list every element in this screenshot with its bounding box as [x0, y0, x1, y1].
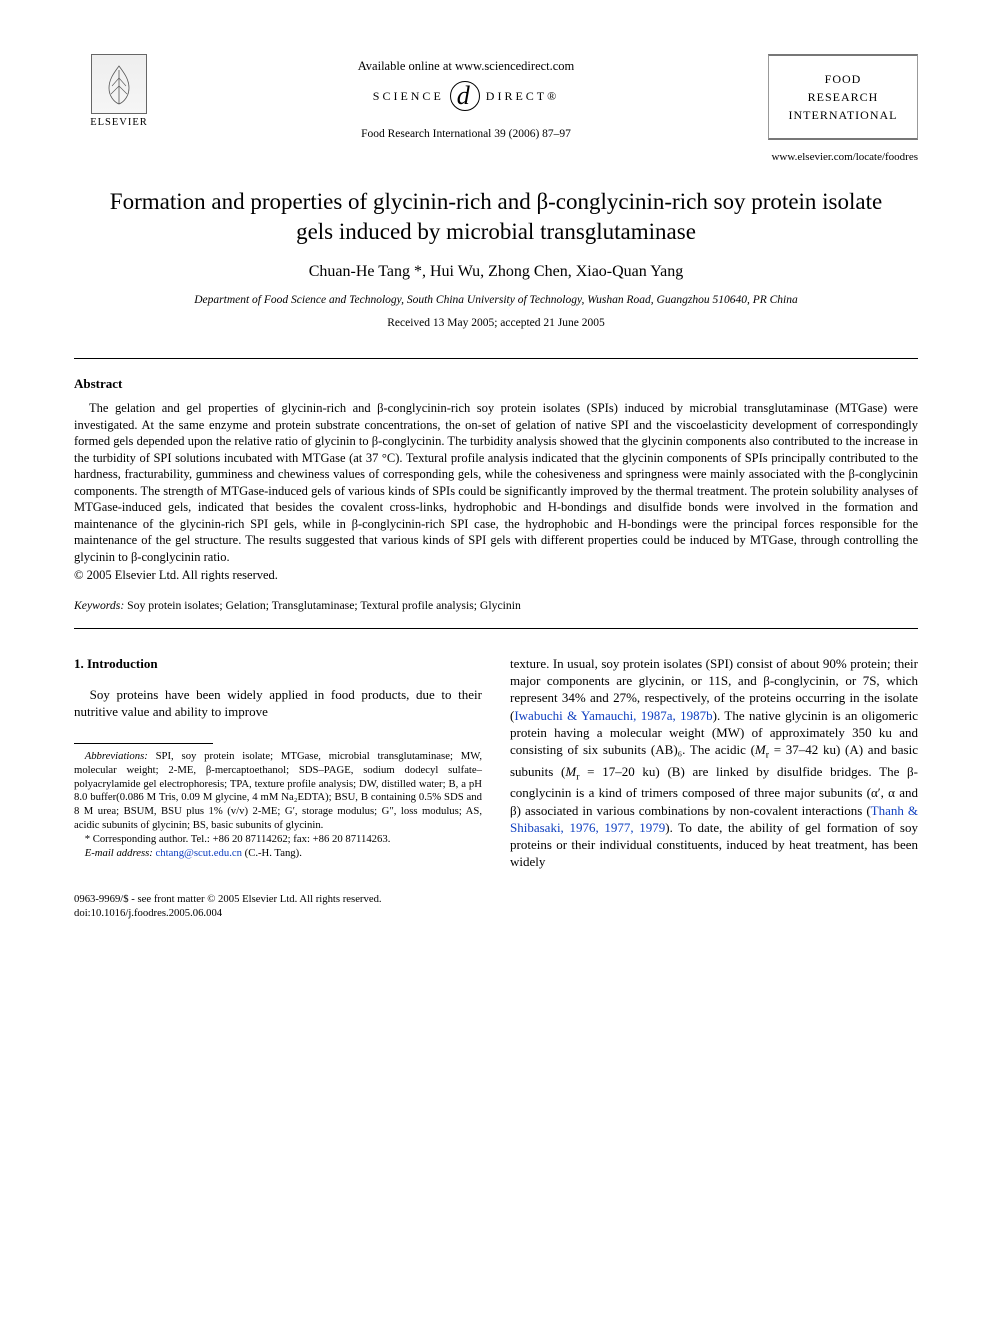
journal-box-line1: FOOD — [773, 70, 913, 88]
ref-iwabuchi[interactable]: Iwabuchi & Yamauchi, 1987a, 1987b — [514, 708, 712, 723]
section-1-heading: 1. Introduction — [74, 655, 482, 672]
intro-para-left: Soy proteins have been widely applied in… — [74, 686, 482, 721]
journal-box-line3: INTERNATIONAL — [773, 106, 913, 124]
journal-header: ELSEVIER Available online at www.science… — [74, 54, 918, 142]
rule-top — [74, 358, 918, 359]
keywords-list: Soy protein isolates; Gelation; Transglu… — [124, 599, 521, 612]
mr2-m: M — [565, 764, 576, 779]
corresponding-author-footnote: * Corresponding author. Tel.: +86 20 871… — [74, 833, 482, 847]
footer-doi: doi:10.1016/j.foodres.2005.06.004 — [74, 907, 918, 921]
sd-text-right: DIRECT® — [486, 88, 559, 104]
received-line: Received 13 May 2005; accepted 21 June 2… — [74, 316, 918, 332]
intro-para-right: texture. In usual, soy protein isolates … — [510, 655, 918, 871]
abbreviations-footnote: Abbreviations: SPI, soy protein isolate;… — [74, 750, 482, 833]
sd-d-icon: d — [450, 81, 480, 111]
corr-body: Corresponding author. Tel.: +86 20 87114… — [90, 833, 390, 845]
sciencedirect-logo: SCIENCE d DIRECT® — [373, 81, 559, 111]
keywords-label: Keywords: — [74, 599, 124, 612]
abbrev-label: Abbreviations: — [85, 750, 148, 762]
journal-box-line2: RESEARCH — [773, 88, 913, 106]
footer-line1: 0963-9969/$ - see front matter © 2005 El… — [74, 893, 918, 907]
locate-url: www.elsevier.com/locate/foodres — [74, 150, 918, 165]
rule-bottom — [74, 628, 918, 629]
journal-title-box: FOOD RESEARCH INTERNATIONAL — [768, 54, 918, 140]
body-columns: 1. Introduction Soy proteins have been w… — [74, 655, 918, 871]
left-column: 1. Introduction Soy proteins have been w… — [74, 655, 482, 871]
citation-line: Food Research International 39 (2006) 87… — [164, 127, 768, 143]
footnote-rule — [74, 743, 213, 744]
email-label: E-mail address: — [85, 847, 153, 859]
publisher-logo-block: ELSEVIER — [74, 54, 164, 130]
article-title: Formation and properties of glycinin-ric… — [104, 187, 888, 247]
abstract-body: The gelation and gel properties of glyci… — [74, 400, 918, 565]
right-column: texture. In usual, soy protein isolates … — [510, 655, 918, 871]
keywords-line: Keywords: Soy protein isolates; Gelation… — [74, 598, 918, 614]
publisher-label: ELSEVIER — [74, 116, 164, 130]
abstract-copyright: © 2005 Elsevier Ltd. All rights reserved… — [74, 567, 918, 584]
available-online-line: Available online at www.sciencedirect.co… — [164, 58, 768, 75]
email-tail: (C.-H. Tang). — [242, 847, 302, 859]
sd-text-left: SCIENCE — [373, 88, 444, 104]
elsevier-tree-icon — [91, 54, 147, 114]
affiliation-line: Department of Food Science and Technolog… — [74, 293, 918, 309]
authors-line: Chuan-He Tang *, Hui Wu, Zhong Chen, Xia… — [74, 261, 918, 283]
abstract-heading: Abstract — [74, 375, 918, 393]
email-footnote: E-mail address: chtang@scut.edu.cn (C.-H… — [74, 847, 482, 861]
footnotes-block: Abbreviations: SPI, soy protein isolate;… — [74, 750, 482, 861]
mr1-m: M — [755, 742, 766, 757]
center-header: Available online at www.sciencedirect.co… — [164, 54, 768, 142]
email-link[interactable]: chtang@scut.edu.cn — [153, 847, 242, 859]
footer-meta: 0963-9969/$ - see front matter © 2005 El… — [74, 893, 918, 921]
